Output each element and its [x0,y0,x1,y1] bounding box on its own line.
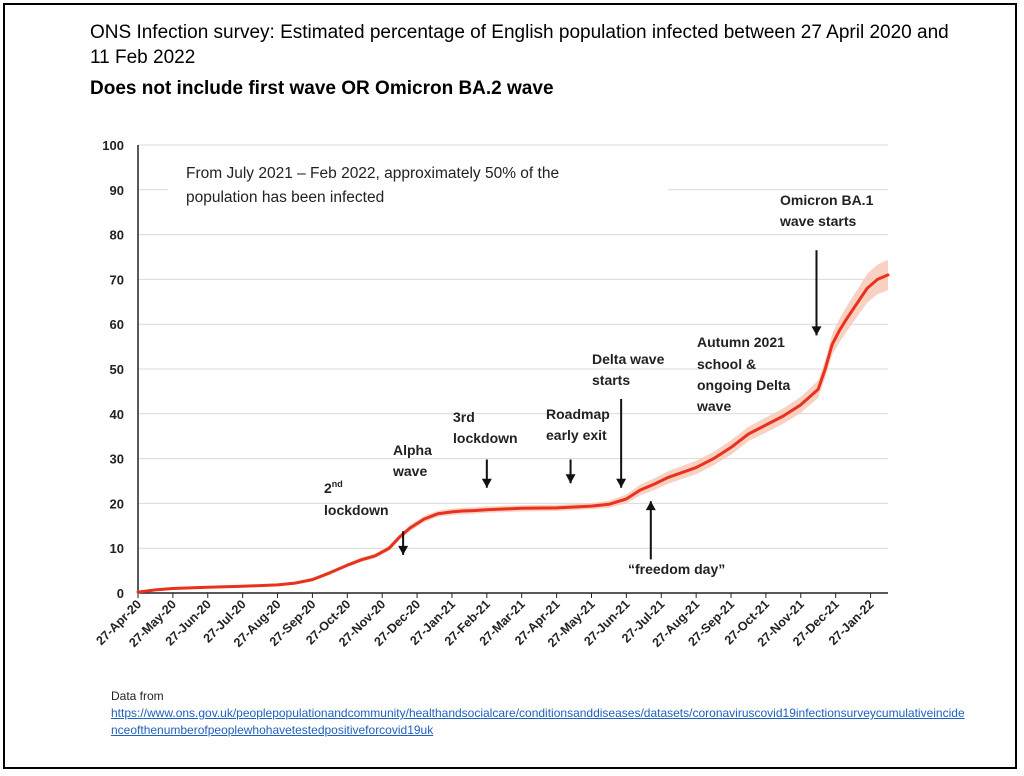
annotation-autumn-line4: wave [696,398,731,414]
y-tick-label: 30 [110,452,124,467]
annotation-freedom-day: “freedom day” [628,561,725,577]
arrow-head [811,326,821,335]
y-tick-label: 20 [110,496,124,511]
arrow-head [482,479,492,488]
x-axis: 27-Apr-2027-May-2027-Jun-2027-Jul-2027-A… [93,593,888,650]
arrow-head [646,501,656,510]
confidence-band [138,260,888,593]
annotation-roadmap-line1: Roadmap [546,406,610,422]
annotation-autumn-line2: school & [697,356,756,372]
annotation-omicron-line2: wave starts [779,213,856,229]
annotation-omicron-line1: Omicron BA.1 [780,192,874,208]
data-source-label: Data from [111,688,971,705]
arrow-head [616,479,626,488]
y-tick-label: 50 [110,362,124,377]
data-source: Data from https://www.ons.gov.uk/peoplep… [111,688,971,739]
y-tick-label: 100 [102,138,124,153]
info-box-line-1: From July 2021 – Feb 2022, approximately… [186,165,559,182]
annotation-roadmap-line2: early exit [546,427,607,443]
data-source-link[interactable]: https://www.ons.gov.uk/peoplepopulationa… [111,705,971,739]
y-tick-label: 0 [117,586,124,601]
y-tick-label: 60 [110,317,124,332]
annotation-autumn-line1: Autumn 2021 [697,334,785,350]
arrow-head [398,546,408,555]
annotation-2nd-lockdown: 2nd [324,479,343,496]
annotation-3rd-lockdown-line2: lockdown [453,430,518,446]
annotation-delta-line2: starts [592,372,630,388]
line-chart: 0 10 20 30 40 50 60 70 80 90 100 27-Apr-2027-May-2… [0,0,1024,776]
annotation-alpha-line1: Alpha [393,442,432,458]
annotation-2nd-lockdown-line2: lockdown [324,502,389,518]
annotation-3rd-lockdown-line1: 3rd [453,409,475,425]
y-tick-label: 90 [110,183,124,198]
y-axis: 0 10 20 30 40 50 60 70 80 90 100 [102,138,138,601]
arrow-head [566,474,576,483]
annotation-delta-line1: Delta wave [592,351,665,367]
annotations: 2nd lockdown Alpha wave 3rd lockdown Roa… [324,192,874,577]
y-tick-label: 80 [110,228,124,243]
data-series [138,260,888,593]
y-tick-label: 70 [110,272,124,287]
annotation-autumn-line3: ongoing Delta [697,377,791,393]
y-tick-label: 10 [110,541,124,556]
info-box-line-2: population has been infected [186,189,384,206]
y-tick-label: 40 [110,407,124,422]
annotation-alpha-line2: wave [392,463,427,479]
